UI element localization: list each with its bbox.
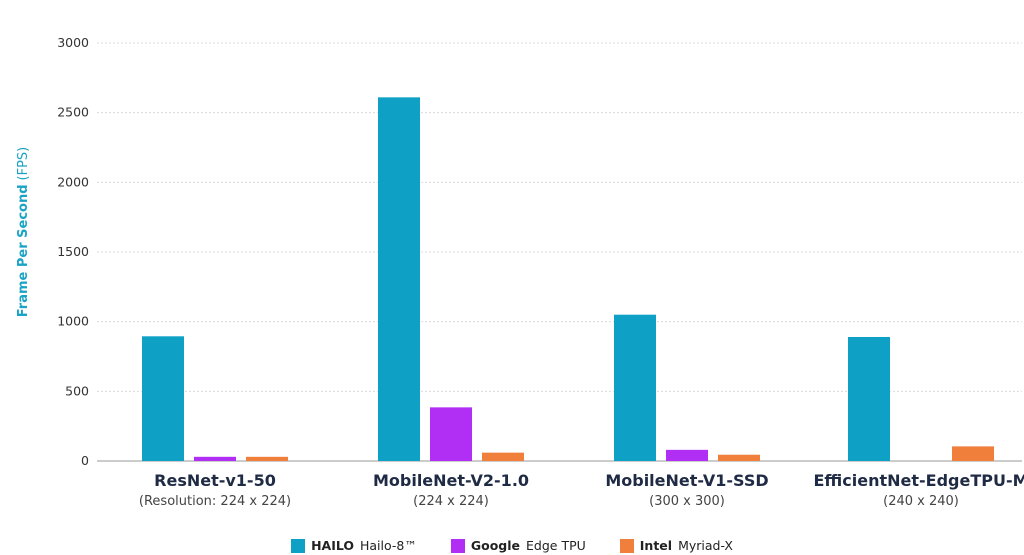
y-tick-label: 3000 — [57, 35, 89, 50]
bar-hailo-2 — [614, 314, 656, 461]
y-tick-label: 2000 — [57, 174, 89, 189]
category-sublabel: (300 x 300) — [649, 494, 725, 509]
bar-intel-0 — [246, 456, 288, 461]
y-tick-label: 0 — [81, 453, 89, 468]
legend: HAILO Hailo-8™ Google Edge TPU Intel Myriad-X — [0, 538, 1024, 553]
bar-intel-1 — [482, 452, 524, 461]
category-label: MobileNet-V2-1.0 — [373, 471, 529, 490]
bars — [142, 97, 994, 461]
category-label: MobileNet-V1-SSD — [605, 471, 768, 490]
y-axis-label-unit: (FPS) — [16, 147, 31, 181]
category-sublabel: (Resolution: 224 x 224) — [139, 494, 291, 509]
legend-series-name: Myriad-X — [678, 538, 733, 553]
bar-intel-3 — [952, 446, 994, 461]
y-axis-label: Frame Per Second (FPS) — [16, 147, 31, 318]
legend-swatch — [291, 538, 306, 553]
legend-swatch — [619, 538, 634, 553]
y-tick-label: 2500 — [57, 105, 89, 120]
category-sublabel: (224 x 224) — [413, 494, 489, 509]
legend-brand: HAILO — [311, 538, 354, 553]
legend-item: Intel Myriad-X — [619, 538, 733, 553]
legend-brand: Intel — [639, 538, 673, 553]
legend-swatch — [450, 538, 465, 553]
y-tick-label: 1000 — [57, 314, 89, 329]
x-axis-categories: ResNet-v1-50 (Resolution: 224 x 224) Mobil… — [139, 471, 1024, 509]
bar-intel-2 — [718, 454, 760, 461]
legend-series-name: Edge TPU — [526, 538, 586, 553]
y-tick-label: 500 — [65, 383, 89, 398]
bar-hailo-0 — [142, 336, 184, 461]
bar-hailo-1 — [378, 97, 420, 461]
category-label: ResNet-v1-50 — [154, 471, 276, 490]
legend-series-name: Hailo-8™ — [360, 538, 417, 553]
bar-google-2 — [666, 449, 708, 461]
category-label: EfficientNet-EdgeTPU-M — [813, 471, 1024, 490]
legend-brand: Google — [470, 538, 521, 553]
bar-hailo-3 — [848, 336, 890, 461]
category-sublabel: (240 x 240) — [883, 494, 959, 509]
y-axis-label-main: Frame Per Second — [16, 184, 31, 317]
legend-item: HAILO Hailo-8™ — [291, 538, 417, 553]
legend-item: Google Edge TPU — [450, 538, 586, 553]
bar-google-0 — [194, 456, 236, 461]
y-axis-ticks: 0 500 1000 1500 2000 2500 3000 — [57, 35, 89, 468]
bar-google-1 — [430, 407, 472, 461]
y-tick-label: 1500 — [57, 244, 89, 259]
